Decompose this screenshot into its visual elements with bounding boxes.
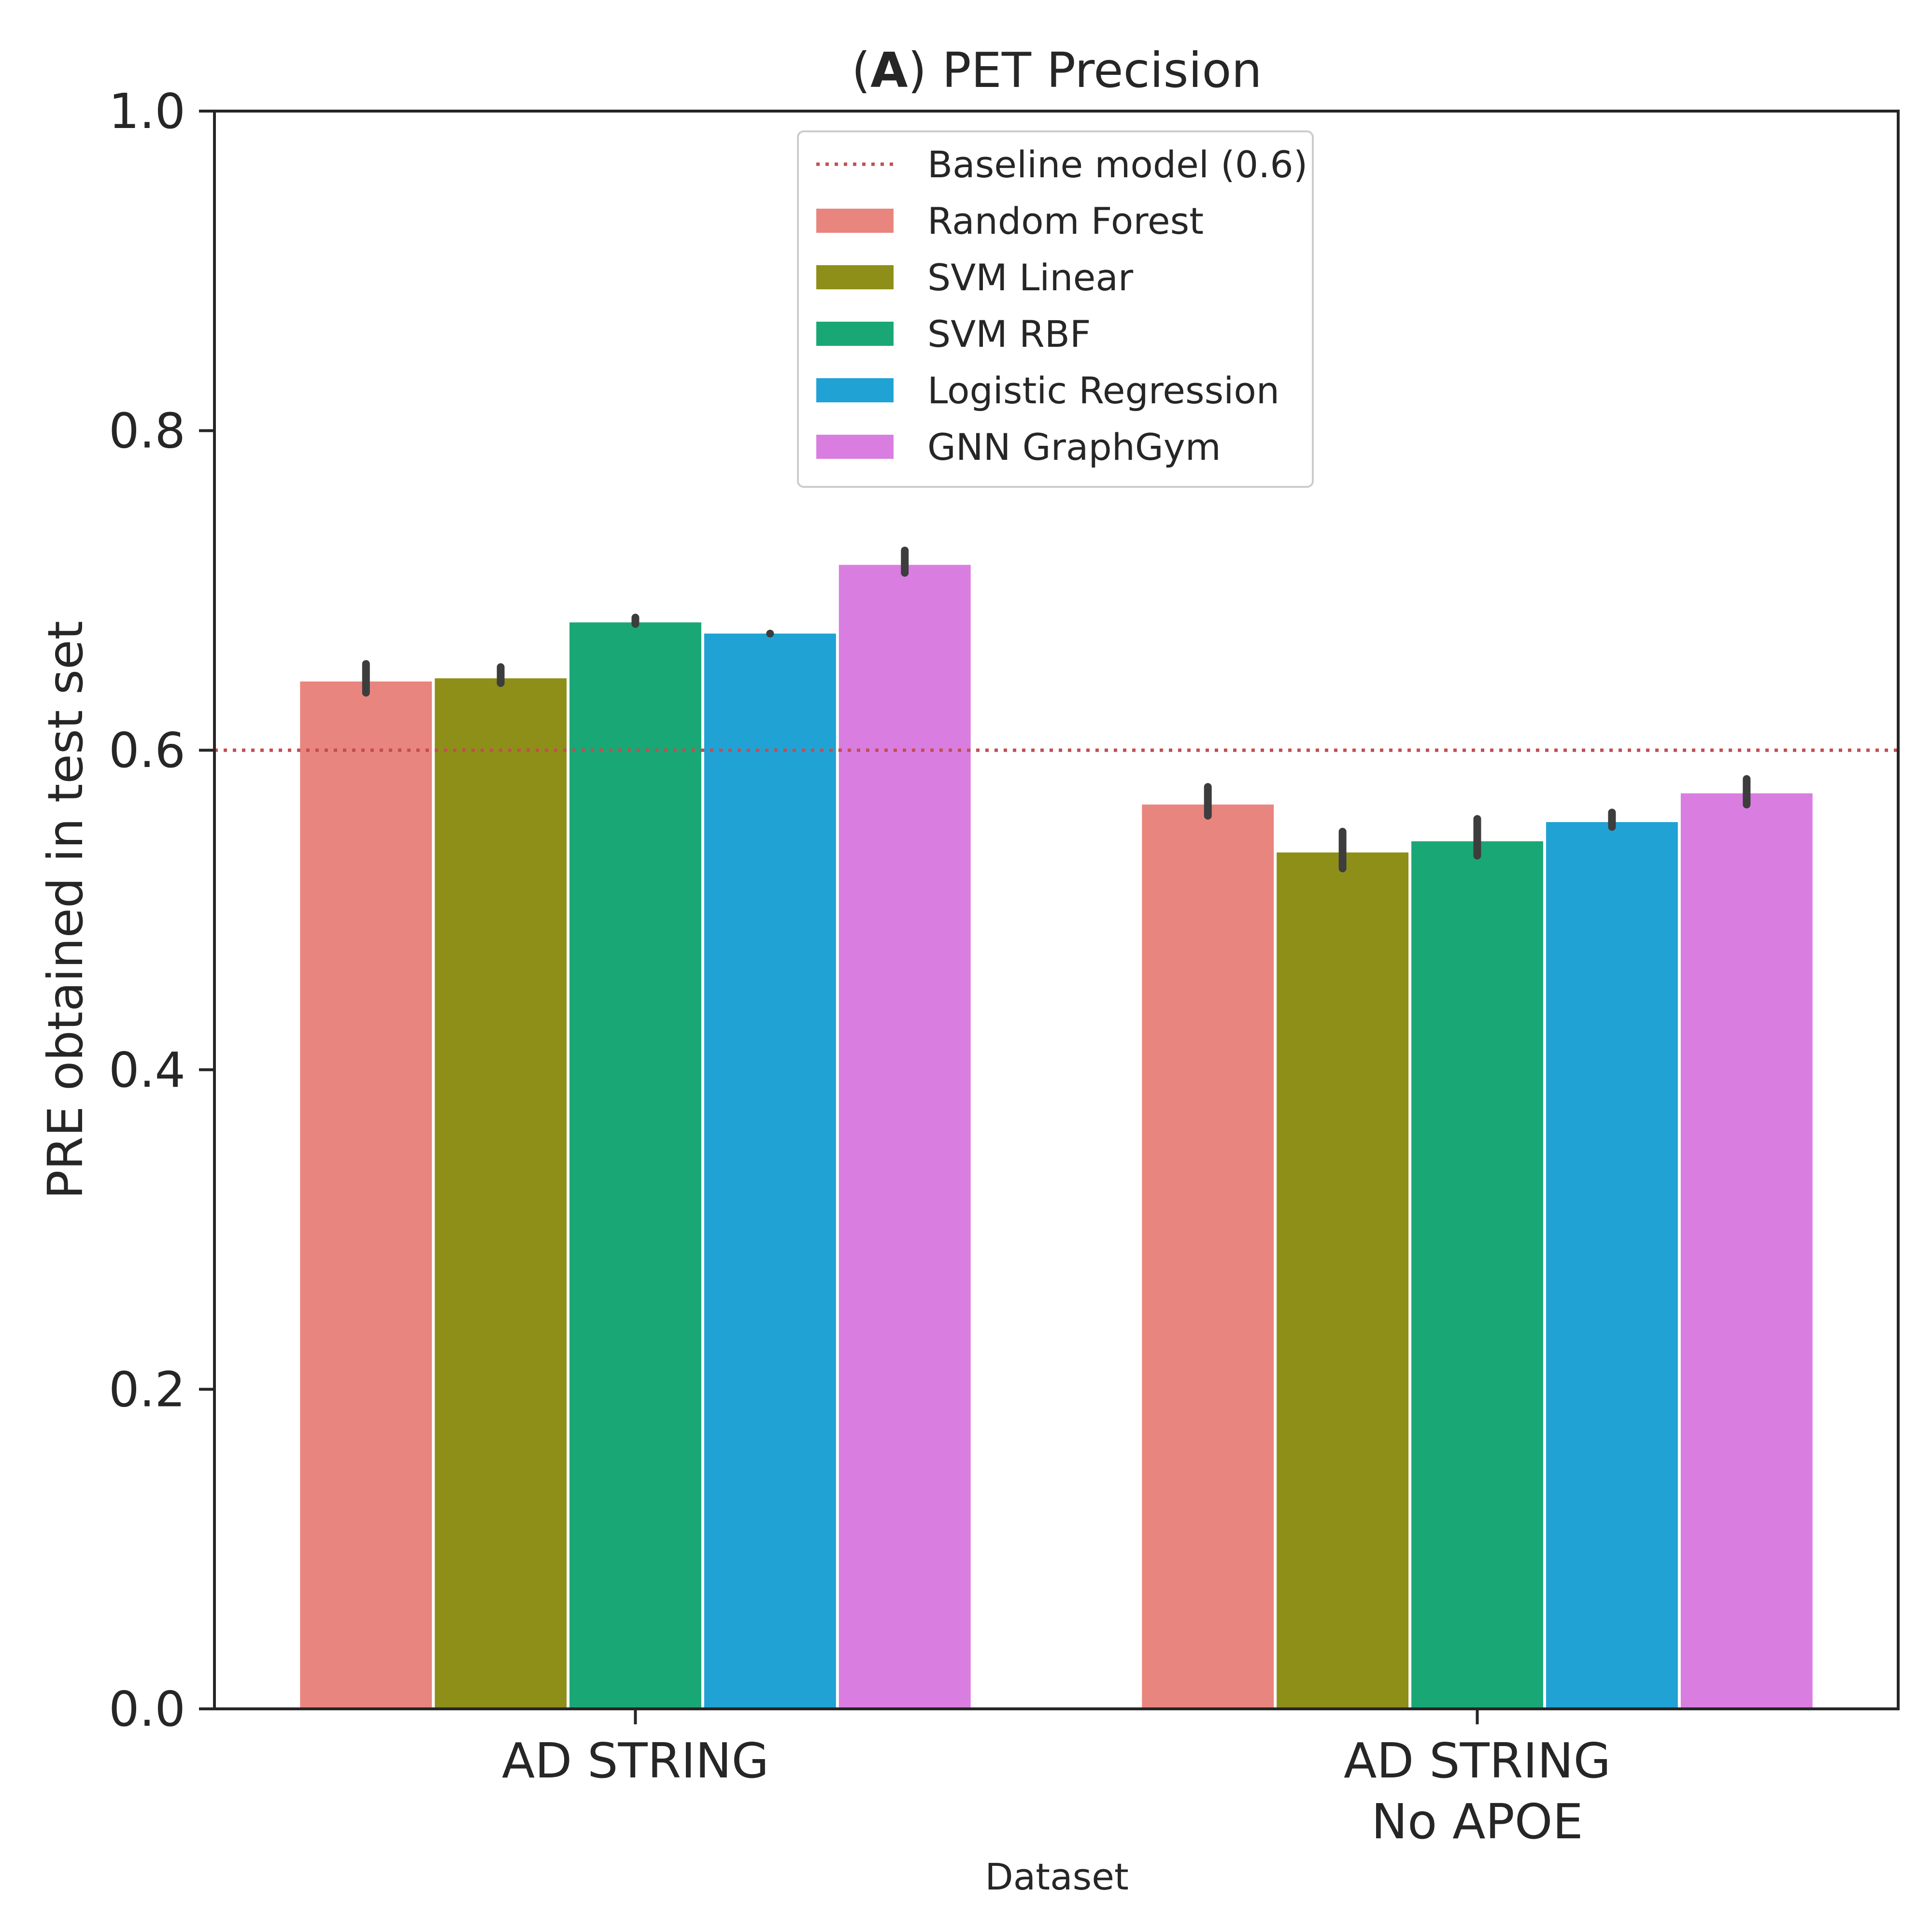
y-axis: 0.0 0.2 0.4 0.6 0.8 1.0 <box>109 83 214 1737</box>
errorbars-layer <box>362 546 1751 872</box>
y-tick-label: 0.8 <box>109 403 185 459</box>
y-tick-label: 0.2 <box>109 1361 185 1418</box>
legend-label: Baseline model (0.6) <box>927 143 1307 186</box>
legend-swatch <box>816 265 894 289</box>
bar-svm-linear-0 <box>435 678 567 1709</box>
plot-frame <box>213 110 1900 1710</box>
bar-logistic-regression-0 <box>704 633 836 1709</box>
bar-gnn-graphgym-0 <box>838 565 971 1709</box>
title-panel-letter: A <box>870 42 908 99</box>
legend-label: SVM RBF <box>927 313 1091 355</box>
y-axis-label: PRE obtained in test set <box>37 621 94 1199</box>
legend-label: Random Forest <box>927 199 1204 242</box>
bar-random-forest-0 <box>300 681 432 1709</box>
chart-title: (A) PET Precision <box>852 42 1262 99</box>
legend-label: SVM Linear <box>927 256 1134 299</box>
y-tick-label: 0.0 <box>109 1681 185 1737</box>
bar-gnn-graphgym-1 <box>1680 793 1813 1709</box>
x-axis-label: Dataset <box>985 1855 1129 1898</box>
legend-frame <box>797 130 1314 488</box>
bar-svm-rbf-1 <box>1411 841 1543 1709</box>
bars-layer <box>300 565 1813 1709</box>
legend: Baseline model (0.6) Random Forest SVM Lin… <box>797 130 1314 488</box>
bar-logistic-regression-1 <box>1546 822 1678 1709</box>
legend-swatch <box>816 322 894 346</box>
bar-random-forest-1 <box>1142 804 1274 1709</box>
bar-svm-rbf-0 <box>569 622 701 1709</box>
x-tick-label: AD STRING <box>1344 1733 1611 1789</box>
legend-label: Logistic Regression <box>927 369 1279 412</box>
x-tick-label: No APOE <box>1371 1793 1583 1850</box>
legend-swatch <box>816 209 894 233</box>
y-tick-label: 1.0 <box>109 83 185 140</box>
x-tick-label: AD STRING <box>502 1733 769 1789</box>
legend-swatch <box>816 435 894 459</box>
legend-swatch <box>816 378 894 402</box>
y-tick-label: 0.6 <box>109 722 185 779</box>
bar-svm-linear-1 <box>1277 852 1409 1709</box>
legend-label: GNN GraphGym <box>927 426 1221 469</box>
y-tick-label: 0.4 <box>109 1042 185 1098</box>
